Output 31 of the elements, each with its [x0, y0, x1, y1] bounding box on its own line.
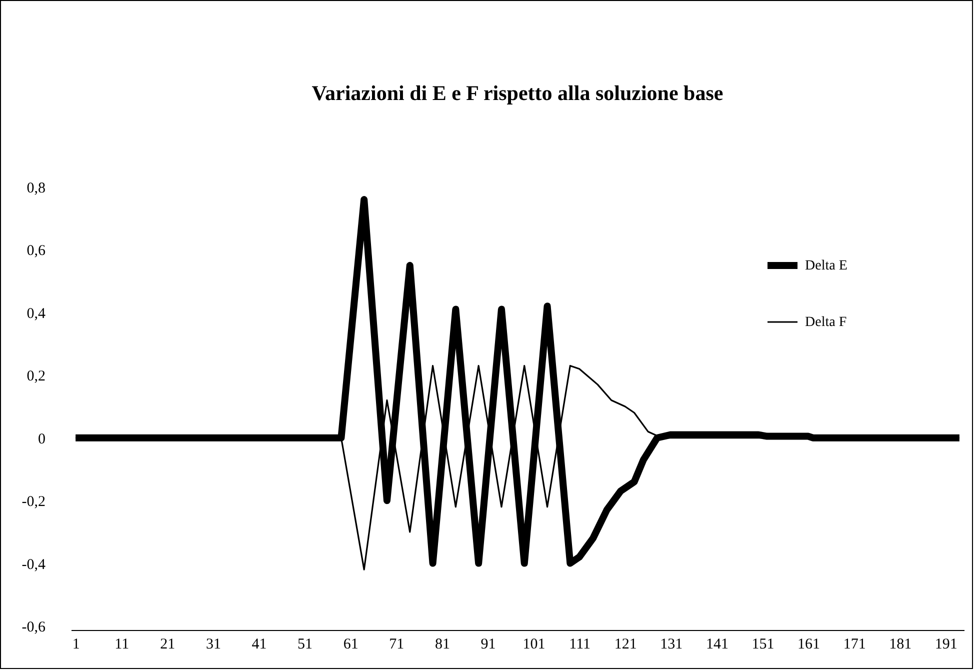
x-tick-label: 91 — [480, 636, 496, 652]
x-tick-label: 11 — [114, 636, 130, 652]
y-tick-label: 0,8 — [26, 180, 46, 196]
x-tick-label: 191 — [934, 636, 958, 652]
x-tick-label: 41 — [252, 636, 267, 652]
x-tick-label: 161 — [798, 636, 820, 652]
y-tick-label: 0 — [38, 431, 46, 448]
x-tick-label: 101 — [522, 636, 546, 652]
x-tick-label: 111 — [569, 636, 591, 652]
x-tick-label: 141 — [706, 636, 728, 652]
legend-label: Delta E — [805, 258, 848, 274]
x-tick-label: 1 — [72, 636, 80, 652]
y-tick-label: 0,2 — [26, 368, 46, 385]
x-tick-label: 21 — [160, 636, 176, 652]
y-tick-label: 0,4 — [26, 306, 46, 322]
x-tick-label: 31 — [206, 636, 221, 652]
x-tick-label: 181 — [889, 636, 912, 652]
x-tick-label: 81 — [434, 636, 450, 652]
x-tick-label: 51 — [298, 636, 313, 652]
x-tick-label: 61 — [343, 636, 358, 652]
y-tick-label: -0,4 — [22, 556, 46, 573]
x-tick-label: 151 — [752, 636, 774, 652]
legend-label: Delta F — [805, 315, 847, 330]
x-tick-label: 71 — [389, 636, 404, 652]
y-tick-label: 0,6 — [26, 243, 46, 260]
x-tick-label: 121 — [614, 636, 637, 652]
x-tick-label: 171 — [843, 636, 866, 652]
chart-title: Variazioni di E e F rispetto alla soluzione base — [312, 81, 724, 105]
y-tick-label: -0,6 — [22, 620, 46, 636]
y-tick-label: -0,2 — [22, 494, 46, 510]
x-tick-label: 131 — [660, 636, 683, 652]
